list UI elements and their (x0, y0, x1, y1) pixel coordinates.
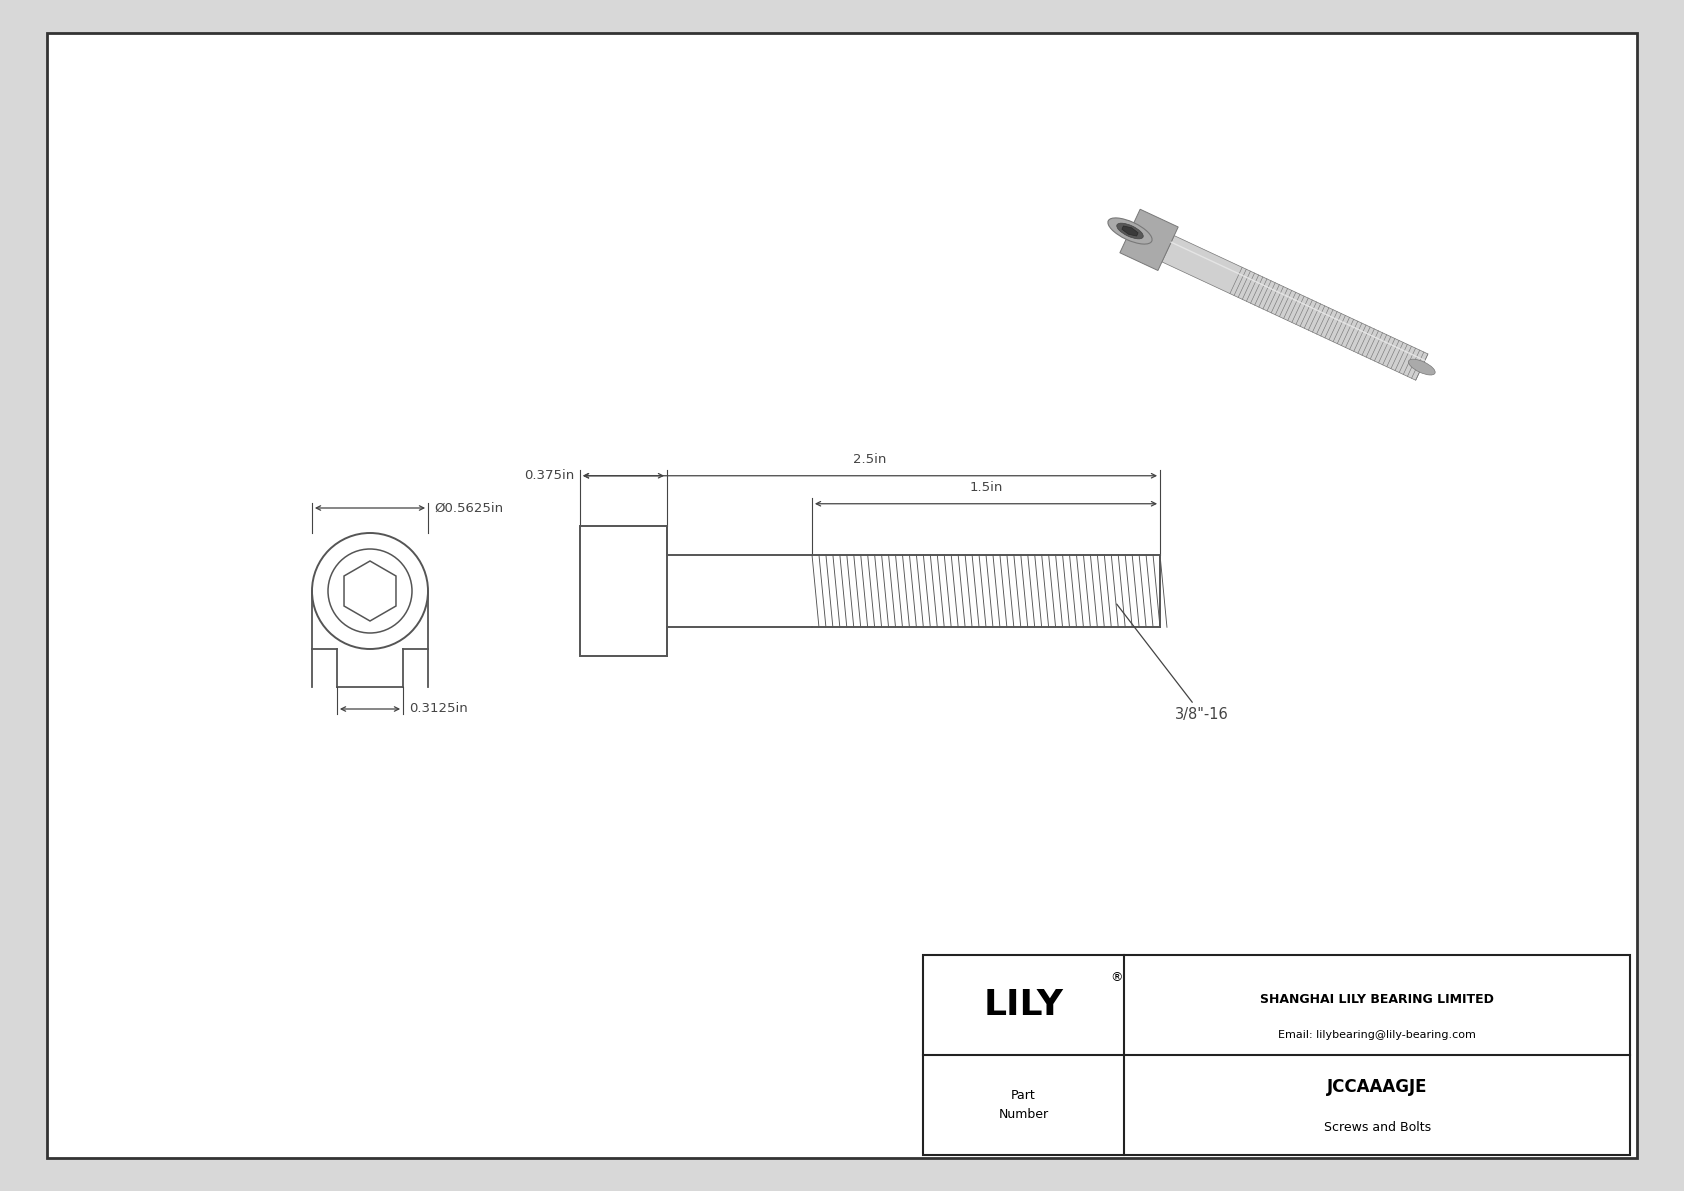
Text: Part
Number: Part Number (999, 1090, 1049, 1121)
Text: LILY: LILY (983, 989, 1064, 1022)
Text: 1.5in: 1.5in (970, 481, 1002, 494)
Polygon shape (1122, 226, 1138, 236)
Text: Email: lilybearing@lily-bearing.com: Email: lilybearing@lily-bearing.com (1278, 1030, 1477, 1040)
Text: JCCAAAGJE: JCCAAAGJE (1327, 1078, 1428, 1096)
Ellipse shape (1108, 218, 1152, 244)
Text: ®: ® (1110, 971, 1123, 984)
Polygon shape (1120, 210, 1179, 270)
Ellipse shape (1408, 360, 1435, 375)
Bar (923, 955, 1630, 1155)
Text: 3/8"-16: 3/8"-16 (1116, 604, 1229, 722)
Text: Ø0.5625in: Ø0.5625in (434, 501, 504, 515)
Text: 0.3125in: 0.3125in (409, 703, 468, 716)
Text: Screws and Bolts: Screws and Bolts (1324, 1121, 1431, 1134)
Ellipse shape (1116, 223, 1143, 239)
Bar (579, 525, 667, 656)
Text: SHANGHAI LILY BEARING LIMITED: SHANGHAI LILY BEARING LIMITED (1260, 993, 1494, 1005)
Text: 2.5in: 2.5in (854, 453, 887, 466)
Text: 0.375in: 0.375in (524, 469, 574, 482)
Polygon shape (1162, 236, 1428, 380)
